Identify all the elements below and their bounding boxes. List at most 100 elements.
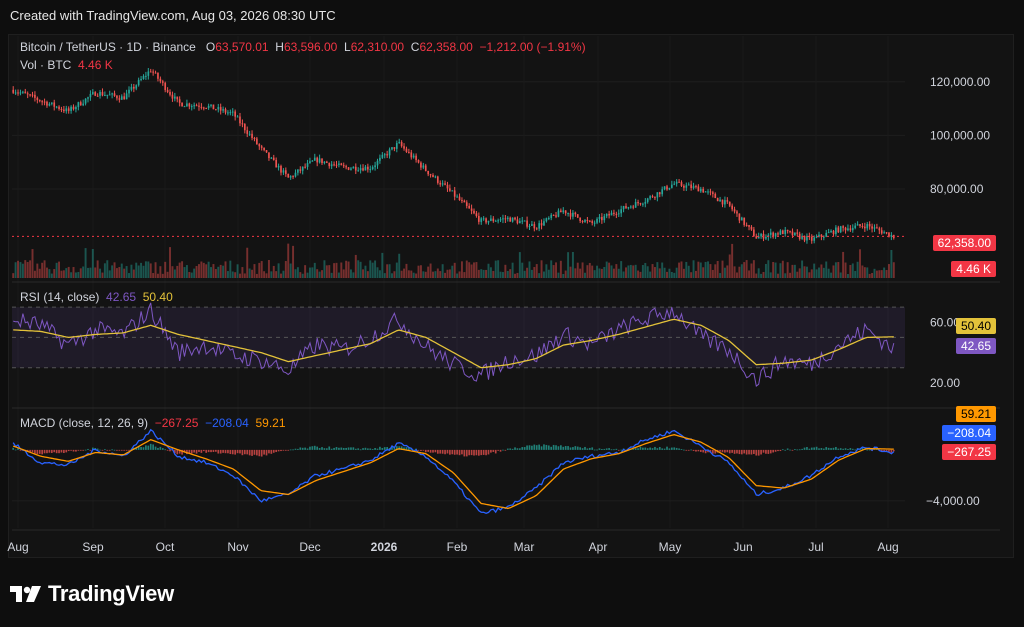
volume-bar <box>304 265 307 278</box>
volume-bar <box>871 273 874 278</box>
candle-body <box>777 233 779 235</box>
macd-histogram-bar <box>36 449 39 455</box>
macd-histogram-bar <box>487 449 490 455</box>
macd-histogram-bar <box>810 447 813 450</box>
volume-bar <box>415 273 418 278</box>
macd-histogram-bar <box>666 446 668 450</box>
volume-bar <box>694 270 697 278</box>
volume-bar <box>395 262 398 278</box>
volume-bar <box>480 269 483 278</box>
price-tick-label: 100,000.00 <box>930 128 990 142</box>
candle-body <box>277 165 280 168</box>
volume-bar <box>571 251 574 278</box>
volume-bar <box>844 262 847 278</box>
volume-bar <box>369 260 372 278</box>
macd-histogram-bar <box>429 449 432 453</box>
volume-bar <box>760 273 763 278</box>
macd-histogram-bar <box>842 448 844 450</box>
macd-histogram-bar <box>765 449 767 454</box>
rsi-ma-value: 50.40 <box>142 290 173 304</box>
volume-bar <box>287 243 290 278</box>
candle-body <box>702 188 705 193</box>
macd-histogram-bar <box>533 444 536 450</box>
candle-body <box>436 176 439 183</box>
candle-body <box>451 190 454 192</box>
candle-body <box>434 176 437 178</box>
macd-histogram-bar <box>299 447 302 450</box>
candle-body <box>666 186 668 190</box>
volume-bar <box>296 267 299 278</box>
macd-histogram-bar <box>813 447 816 450</box>
macd-histogram-bar <box>140 446 142 450</box>
macd-histogram-bar <box>43 449 46 454</box>
macd-histogram-bar <box>96 448 99 450</box>
chart-area[interactable] <box>8 34 1014 558</box>
macd-histogram-bar <box>178 449 181 454</box>
candle-body <box>798 233 801 239</box>
volume-bar <box>120 263 123 278</box>
volume-bar <box>156 273 159 278</box>
candle-body <box>444 183 446 185</box>
candle-body <box>772 232 775 237</box>
candle-body <box>465 202 468 206</box>
macd-histogram-bar <box>451 449 454 455</box>
month-tick-label: Nov <box>227 540 248 554</box>
volume-bar <box>839 272 842 278</box>
volume-bar <box>219 264 222 278</box>
candle-body <box>241 123 244 125</box>
candle-body <box>29 94 31 96</box>
volume-bar <box>567 252 570 278</box>
macd-histogram-bar <box>615 448 618 450</box>
volume-bar <box>856 261 859 278</box>
macd-histogram-bar <box>825 447 828 450</box>
candle-body <box>63 109 65 112</box>
macd-histogram-bar <box>176 449 179 455</box>
volume-bar <box>719 273 722 278</box>
macd-histogram-bar <box>596 449 598 451</box>
volume-bar <box>762 272 765 278</box>
candle-body <box>482 218 485 220</box>
candle-body <box>885 232 888 234</box>
volume-bar <box>620 261 623 278</box>
volume-bar <box>231 271 234 278</box>
volume-bar <box>849 264 852 278</box>
candle-body <box>157 72 159 79</box>
macd-histogram-bar <box>610 449 613 451</box>
tradingview-logo[interactable]: TradingView <box>10 581 174 607</box>
candle-body <box>128 89 130 94</box>
macd-histogram-bar <box>661 448 664 450</box>
volume-bar <box>690 272 693 278</box>
candle-body <box>755 236 758 239</box>
candle-body <box>38 100 41 102</box>
volume-bar <box>137 265 140 278</box>
candle-body <box>497 220 499 222</box>
volume-bar <box>72 267 75 278</box>
macd-histogram-bar <box>338 447 340 450</box>
macd-histogram-bar <box>740 449 743 455</box>
candle-body <box>205 107 208 109</box>
volume-bar <box>883 267 886 278</box>
macd-histogram-bar <box>304 447 306 450</box>
candle-body <box>253 137 256 139</box>
volume-bar <box>217 266 220 278</box>
candle-body <box>685 185 688 188</box>
candle-body <box>311 160 314 162</box>
volume-bar <box>436 268 439 278</box>
macd-histogram-bar <box>760 449 762 455</box>
candle-body <box>523 220 526 222</box>
macd-histogram-bar <box>34 449 36 454</box>
candle-body <box>463 200 466 203</box>
volume-bar <box>398 253 401 278</box>
macd-histogram-bar <box>822 448 825 450</box>
volume-bar <box>632 265 635 278</box>
macd-histogram-bar <box>521 447 524 450</box>
candle-body <box>663 186 666 190</box>
candle-body <box>292 176 294 178</box>
candle-body <box>468 205 471 209</box>
volume-label: Vol · BTC <box>20 58 72 72</box>
macd-histogram-bar <box>670 447 673 450</box>
volume-bar <box>374 260 377 278</box>
macd-histogram-bar <box>540 446 543 450</box>
candle-body <box>256 138 258 145</box>
